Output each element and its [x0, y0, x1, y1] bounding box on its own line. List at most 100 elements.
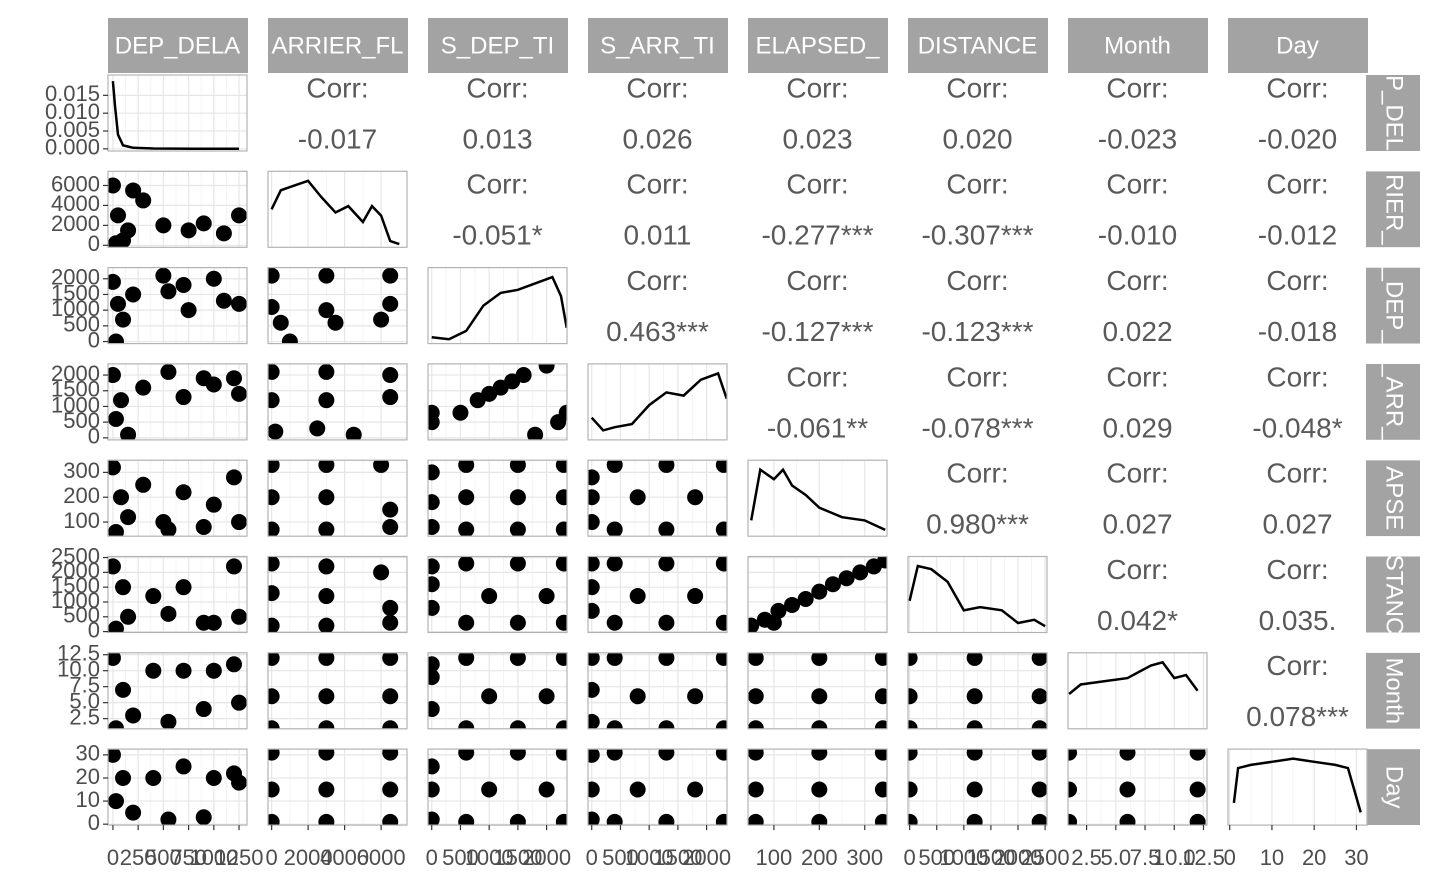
panel-border [107, 748, 248, 826]
scatter-point [588, 556, 600, 572]
corr-label: Corr: [786, 265, 848, 296]
x-tick-label: 2.5 [1071, 845, 1102, 870]
scatter-point [1119, 781, 1136, 798]
panel-border [107, 652, 248, 730]
scatter-point [874, 652, 887, 666]
scatter-point [428, 811, 440, 826]
corr-value: 0.035. [1259, 605, 1337, 636]
scatter-point [1119, 813, 1136, 826]
scatter-point [205, 496, 222, 513]
scatter-point [538, 781, 555, 798]
scatter-point [428, 669, 440, 686]
scatter-point [588, 652, 600, 666]
panel-marks [268, 749, 399, 826]
scatter-point [629, 688, 646, 705]
strip-label: Month [1381, 657, 1408, 724]
scatter-point [109, 207, 126, 224]
scatter-point [481, 588, 498, 605]
panel-bg [268, 652, 407, 729]
strip-label: Day [1276, 32, 1319, 59]
scatter-point [382, 501, 399, 518]
scatter-point [108, 411, 124, 428]
scatter-point [373, 460, 390, 473]
panel-marks [588, 652, 727, 729]
scatter-point [428, 494, 440, 511]
x-tick-label: 2000 [522, 845, 571, 870]
corr-label: Corr: [1266, 554, 1328, 585]
scatter-point [175, 389, 192, 406]
scatter-point [1031, 749, 1047, 761]
strip-label: P_DEL [1381, 75, 1408, 151]
corr-label: Corr: [946, 72, 1008, 103]
scatter-point [908, 813, 918, 826]
scatter-point [327, 314, 344, 331]
panel [267, 748, 408, 826]
strip-label: ELAPSED_ [755, 32, 880, 59]
strip-label: APSE [1381, 466, 1408, 530]
y-tick-label: 0.015 [45, 81, 100, 106]
scatter-point [874, 688, 887, 705]
strip-bg [1366, 652, 1420, 729]
corr-value: -0.123*** [921, 316, 1033, 347]
x-tick-label: 500 [442, 845, 479, 870]
scatter-point [382, 720, 399, 729]
scatter-point [658, 652, 675, 666]
column-strip: ARRIER_FL [268, 18, 408, 73]
scatter-point [606, 749, 623, 761]
corr-value: 0.011 [624, 220, 692, 251]
scatter-point [268, 585, 280, 602]
scatter-point [687, 489, 704, 506]
scatter-point [458, 749, 475, 761]
scatter-point [811, 688, 828, 705]
scatter-point [715, 720, 727, 729]
x-tick-label: 100 [756, 845, 793, 870]
scatter-point [509, 460, 526, 473]
scatter-point [874, 813, 887, 826]
scatter-point [382, 781, 399, 798]
scatter-point [658, 720, 675, 729]
scatter-point [715, 556, 727, 572]
scatter-point [428, 558, 440, 575]
scatter-point [268, 392, 280, 409]
x-tick-label: 0 [1224, 845, 1236, 870]
scatter-point [481, 688, 498, 705]
x-tick-label: 30 [1344, 845, 1368, 870]
x-tick-label: 500 [602, 845, 639, 870]
scatter-point [838, 570, 855, 587]
column-strip: DISTANCE [908, 18, 1048, 73]
scatter-point [180, 302, 197, 319]
scatter-point [452, 404, 469, 421]
panel-border [427, 267, 568, 345]
y-tick-label: 0 [88, 231, 100, 256]
x-tick-label: 6000 [357, 845, 406, 870]
scatter-point [811, 749, 828, 761]
row-strip: _DEP_ [1366, 267, 1420, 344]
y-tick-label: 6000 [51, 171, 100, 196]
scatter-point [748, 720, 764, 729]
scatter-point [205, 662, 222, 679]
scatter-point [1031, 813, 1047, 826]
scatter-point [606, 521, 623, 537]
corr-value: -0.018 [1258, 316, 1337, 347]
scatter-point [1031, 720, 1047, 729]
scatter-point [205, 614, 222, 631]
x-tick-label: 500 [145, 845, 182, 870]
scatter-point [458, 521, 475, 537]
density-line [111, 80, 240, 151]
corr-value: 0.027 [1102, 509, 1172, 540]
scatter-point [811, 583, 828, 600]
panel-marks [108, 460, 247, 537]
y-tick-label: 7.5 [69, 672, 100, 697]
x-tick-label: 200 [801, 845, 838, 870]
column-strip: Day [1228, 18, 1368, 73]
corr-panel: Corr: 0.027 [1262, 460, 1332, 536]
corr-value: 0.020 [942, 123, 1012, 154]
scatter-point [108, 460, 121, 476]
scatter-point [231, 385, 247, 402]
row-strip: STANC [1366, 556, 1420, 633]
scatter-point [382, 267, 399, 284]
scatter-point [120, 608, 137, 625]
y-tick-label: 1500 [51, 377, 100, 402]
scatter-point [797, 591, 814, 608]
scatter-point [538, 588, 555, 605]
